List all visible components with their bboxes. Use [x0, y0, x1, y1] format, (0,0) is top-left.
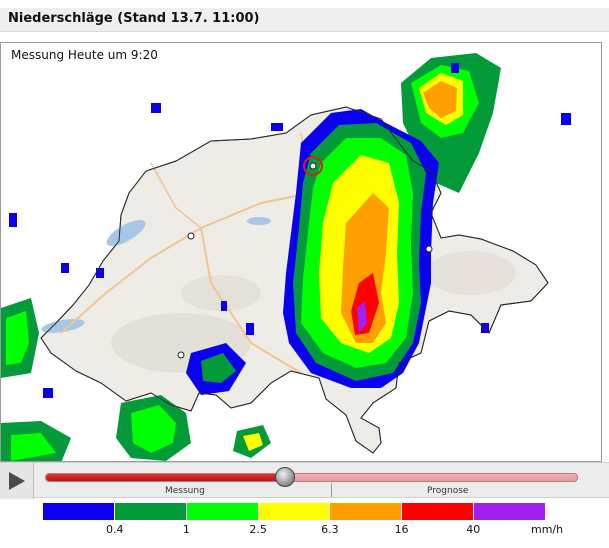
- segment-measurement-label[interactable]: Messung: [165, 486, 205, 496]
- legend-color-scale: [43, 503, 546, 520]
- timeline-track[interactable]: [45, 473, 578, 482]
- play-button[interactable]: [0, 463, 34, 499]
- legend-swatch: [43, 503, 115, 520]
- legend-tick-label: 1: [182, 523, 190, 536]
- timeline-divider: [331, 483, 332, 497]
- legend-swatch: [258, 503, 331, 520]
- legend-swatch: [114, 503, 187, 520]
- legend-tick-label: 0.4: [105, 523, 124, 536]
- radar-station-marker: [303, 156, 323, 176]
- measurement-time-label: Messung Heute um 9:20: [9, 48, 160, 62]
- legend-unit: mm/h: [531, 523, 564, 536]
- play-icon: [9, 472, 25, 490]
- legend-tick-label: 6.3: [321, 523, 339, 536]
- legend-swatch: [402, 503, 475, 520]
- segment-forecast-label[interactable]: Prognose: [427, 486, 469, 496]
- legend-swatch: [474, 503, 546, 520]
- radar-map-image: [1, 53, 571, 461]
- legend-tick-label: 16: [394, 523, 409, 536]
- legend-tick-label: 40: [466, 523, 481, 536]
- precipitation-map[interactable]: Messung Heute um 9:20: [0, 42, 602, 462]
- timeline-slider-handle[interactable]: [274, 467, 295, 487]
- legend-swatch: [330, 503, 403, 520]
- panel-title: Niederschläge (Stand 13.7. 11:00): [8, 11, 260, 26]
- legend-swatch: [186, 503, 259, 520]
- precipitation-legend: 0.4 1 2.5 6.3 16 40 mm/h: [0, 500, 609, 548]
- legend-tick-label: 2.5: [249, 523, 267, 536]
- timeline-progress: [46, 474, 285, 481]
- timeline-controls: Messung Prognose: [0, 462, 609, 499]
- panel-header: Niederschläge (Stand 13.7. 11:00): [0, 8, 609, 32]
